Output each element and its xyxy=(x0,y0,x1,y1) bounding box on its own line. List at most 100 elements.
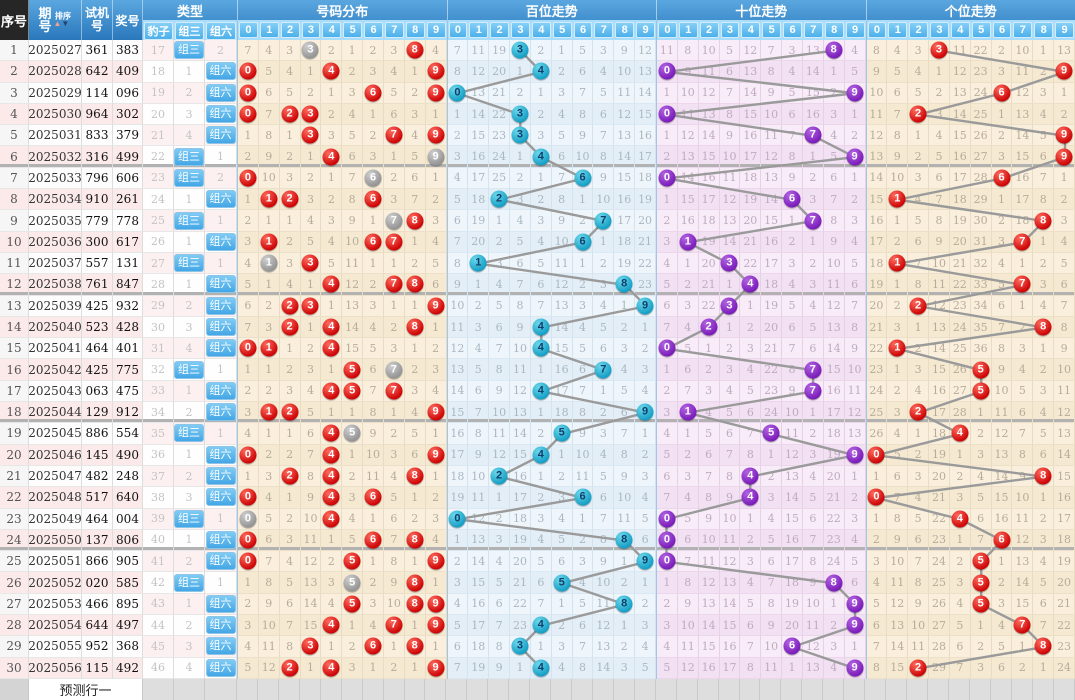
ge-cell: 21 xyxy=(1054,593,1075,616)
dist-cell: 4 xyxy=(342,103,364,126)
bai-cell: 6 xyxy=(551,551,573,573)
shi-cell: 10 xyxy=(698,40,720,62)
footer-bai-cell xyxy=(613,678,635,700)
shi-cell: 7 xyxy=(657,487,678,509)
ge-cell: 11 xyxy=(991,402,1013,424)
period-number: 2025056 xyxy=(28,657,82,679)
dist-cell: 1 xyxy=(363,210,384,232)
ge-cell: 5 xyxy=(887,444,909,466)
dist-cell: 2 xyxy=(383,167,405,190)
shi-cell: 13 xyxy=(782,465,803,488)
dist-cell: 4 xyxy=(238,423,259,445)
bai-cell: 1 xyxy=(614,551,636,573)
ge-cell: 28 xyxy=(970,167,992,190)
zu3-cell: 1 xyxy=(174,231,205,253)
ge-cell: 32 xyxy=(970,252,992,275)
table-row: 3 2025029 114 096 19 2 组六 0 6 5 2 1 3 6 5 2 9 0 13 21 2 1 3 7 5 1… xyxy=(0,82,1075,104)
zu6-badge: 组六 xyxy=(205,488,236,507)
dist-cell: 6 xyxy=(363,231,384,253)
red-ball: 7 xyxy=(385,126,403,144)
ge-cell: 13 xyxy=(991,444,1013,466)
ge-cell: 1 xyxy=(970,402,992,424)
bai-cell: 5 xyxy=(489,295,511,317)
shi-hit-ball: 9 xyxy=(846,659,864,677)
bai-cell: 10 xyxy=(489,402,511,424)
shi-cell: 6 xyxy=(740,615,762,637)
leopard-count: 40 xyxy=(143,529,174,552)
bai-hit-ball: 2 xyxy=(490,467,508,485)
ge-cell: 1 xyxy=(887,252,909,275)
bai-cell: 2 xyxy=(572,529,594,552)
ge-cell: 8 xyxy=(1012,444,1034,466)
dist-cell: 3 xyxy=(383,338,405,360)
dist-cell: 15 xyxy=(342,338,364,360)
ge-hit-ball: 2 xyxy=(909,297,927,315)
ge-cell: 6 xyxy=(970,508,992,530)
period-number: 2025050 xyxy=(28,529,82,552)
dist-cell: 3 xyxy=(300,636,322,658)
bai-cell: 10 xyxy=(593,189,615,211)
bai-cell: 6 xyxy=(510,252,531,275)
sort-control[interactable]: 排序 ▲▼ xyxy=(54,12,72,28)
dist-cell: 5 xyxy=(342,423,364,445)
shi-cell: 2 xyxy=(761,465,783,488)
zu3-badge: 组三 xyxy=(174,509,204,528)
bai-cell: 1 xyxy=(551,444,573,466)
ge-cell: 2 xyxy=(991,572,1013,594)
shi-cell: 5 xyxy=(740,593,762,616)
dist-cell: 10 xyxy=(363,444,384,466)
leopard-count: 37 xyxy=(143,465,174,488)
shi-cell: 9 xyxy=(782,380,803,403)
bai-cell: 19 xyxy=(447,487,469,509)
period-number: 2025041 xyxy=(28,338,82,360)
ge-cell: 3 xyxy=(908,40,930,62)
sort-desc-icon[interactable]: ▼ xyxy=(61,19,70,28)
shi-cell: 15 xyxy=(782,508,803,530)
ge-cell: 25 xyxy=(949,338,971,360)
ge-cell: 14 xyxy=(1012,125,1034,147)
ge-cell: 25 xyxy=(929,572,950,594)
bai-cell: 21 xyxy=(635,231,656,253)
shi-section: 4 1 20 3 22 17 3 2 10 5 xyxy=(656,252,866,275)
shi-cell: 16 xyxy=(782,529,803,552)
bai-cell: 17 xyxy=(635,146,656,168)
shi-cell: 0 xyxy=(657,551,678,573)
shi-cell: 1 xyxy=(677,252,699,275)
digit-header: 4 xyxy=(531,22,551,38)
bai-cell: 10 xyxy=(572,444,594,466)
bai-cell: 6 xyxy=(530,572,552,594)
bai-cell: 2 xyxy=(635,444,656,466)
shi-section: 3 1 19 14 21 16 2 1 9 4 xyxy=(656,231,866,253)
shi-cell: 14 xyxy=(761,189,783,211)
leopard-count: 46 xyxy=(143,657,174,679)
bai-cell: 2 xyxy=(447,125,469,147)
ge-cell: 15 xyxy=(866,189,888,211)
dist-cell: 8 xyxy=(404,40,426,62)
zu6-cell: 2 xyxy=(205,167,237,190)
prize-number: 492 xyxy=(113,657,143,679)
dist-cell: 3 xyxy=(383,40,405,62)
ge-cell: 29 xyxy=(970,189,992,211)
ge-cell: 20 xyxy=(949,231,971,253)
zu3-cell: 组三 xyxy=(174,40,205,62)
bai-section: 11 3 6 9 4 14 4 5 2 1 xyxy=(446,316,656,339)
ge-section: 22 1 2 14 25 36 8 3 1 9 xyxy=(865,338,1075,360)
shi-cell: 17 xyxy=(740,146,762,168)
leopard-count: 27 xyxy=(143,252,174,275)
bai-cell: 2 xyxy=(510,82,531,104)
sort-asc-icon[interactable]: ▲ xyxy=(53,19,62,28)
shi-cell: 4 xyxy=(844,40,866,62)
dist-cell: 8 xyxy=(300,465,322,488)
shi-cell: 4 xyxy=(677,487,699,509)
red-ball: 9 xyxy=(427,403,445,421)
bai-hit-ball: 7 xyxy=(594,361,612,379)
bai-cell: 12 xyxy=(447,338,469,360)
dist-cell: 1 xyxy=(279,125,301,147)
footer-index-cell xyxy=(0,678,29,700)
shi-cell: 5 xyxy=(782,82,803,104)
ge-cell: 25 xyxy=(866,402,888,424)
shi-section: 0 11 13 8 15 10 6 16 3 1 xyxy=(656,103,866,126)
row-index: 2 xyxy=(0,61,29,83)
bai-cell: 6 xyxy=(614,402,636,424)
shi-cell: 7 xyxy=(802,210,824,232)
